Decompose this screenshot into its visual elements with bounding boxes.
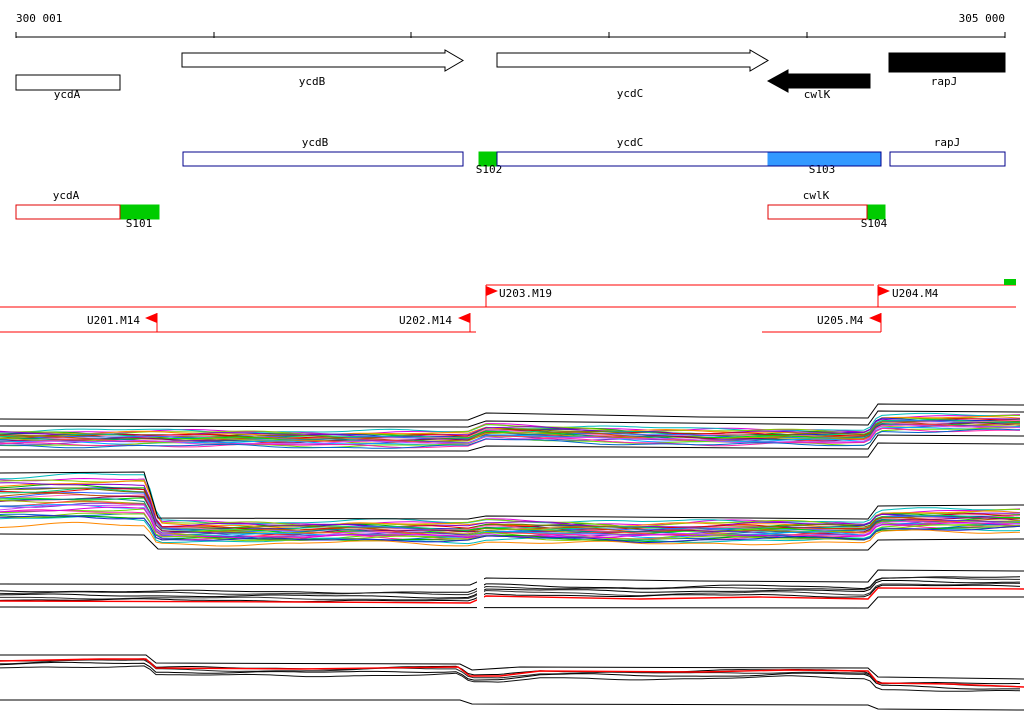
tu-flag[interactable] [878, 286, 890, 296]
tu-label-U205.M4[interactable]: U205.M4 [817, 314, 864, 327]
cluster-1-envelope-line [0, 403, 1024, 421]
ruler-end-label: 305 000 [958, 12, 1005, 25]
cluster-4-highlight-line [0, 658, 1024, 688]
gene-ycdB[interactable] [181, 49, 464, 72]
cluster-3-envelope-line [0, 596, 1024, 609]
cluster-2-profile-line [0, 479, 1021, 528]
cluster-2-profile-line [0, 515, 1021, 544]
segment-label-ycdA: ycdA [53, 189, 80, 202]
gene-label-rapJ: rapJ [931, 75, 958, 88]
segment-label-ycdB: ycdB [302, 136, 329, 149]
segment-label-S102: S102 [476, 163, 503, 176]
cluster-1-envelope-line [0, 442, 1024, 458]
cluster-2-envelope-line [0, 533, 1024, 551]
gene-cwlK[interactable] [766, 69, 871, 93]
cluster-2-profile-line [0, 500, 1021, 536]
segment-ycdC[interactable] [496, 151, 882, 167]
cluster-4-profile-line [0, 659, 1021, 688]
cluster-1-profile-line [0, 418, 1021, 439]
tu-mark [1004, 279, 1016, 285]
tu-label-U201.M14[interactable]: U201.M14 [87, 314, 140, 327]
gene-label-cwlK: cwlK [804, 88, 831, 101]
gene-ycdC[interactable] [496, 49, 769, 72]
tu-flag[interactable] [869, 313, 881, 323]
cluster-3-envelope-line [0, 569, 1024, 586]
tu-flag[interactable] [486, 286, 498, 296]
segment-cwlK[interactable] [767, 204, 868, 220]
cluster-1-profile-line [0, 414, 1021, 435]
cluster-4-envelope-line [0, 654, 1024, 680]
cluster-2-profile-line [0, 516, 1021, 545]
cluster-2-profile-line [0, 504, 1021, 539]
cluster-3-profile-line [0, 582, 1021, 601]
cluster-3-gap [477, 572, 484, 614]
segment-label-ycdC: ycdC [617, 136, 644, 149]
cluster-3-profile-line [0, 584, 1021, 603]
segment-label-cwlK: cwlK [803, 189, 830, 202]
cluster-3-profile-line [0, 576, 1021, 594]
gene-rapJ[interactable] [888, 52, 1006, 73]
cluster-1-profile-line [0, 428, 1021, 449]
cluster-2-profile-line [0, 502, 1021, 537]
segment-label-S101: S101 [126, 217, 153, 230]
tu-label-U204.M4[interactable]: U204.M4 [892, 287, 939, 300]
cluster-4-envelope-line [0, 699, 1024, 711]
tu-flag[interactable] [145, 313, 157, 323]
cluster-3-profile-line [0, 577, 1020, 596]
cluster-3-highlight-line [0, 587, 1024, 604]
ruler-start-label: 300 001 [16, 12, 63, 25]
cluster-2-envelope-line [0, 471, 1024, 520]
segment-ycdA[interactable] [15, 204, 121, 220]
cluster-1-profile-line [0, 424, 1021, 445]
segment-label-rapJ: rapJ [934, 136, 961, 149]
segment-label-S103: S103 [809, 163, 836, 176]
cluster-1-envelope-line [0, 410, 1024, 428]
cluster-3-profile-line [0, 580, 1021, 599]
gene-ycdA[interactable] [15, 74, 121, 91]
cluster-4-profile-line [0, 665, 1021, 692]
tu-label-U203.M19[interactable]: U203.M19 [499, 287, 552, 300]
cluster-4-profile-line [0, 661, 1020, 690]
gene-label-ycdC: ycdC [617, 87, 644, 100]
segment-rapJ[interactable] [889, 151, 1006, 167]
cluster-2-profile-line [0, 521, 1021, 547]
segment-ycdB[interactable] [182, 151, 464, 167]
tu-label-U202.M14[interactable]: U202.M14 [399, 314, 452, 327]
gene-label-ycdA: ycdA [54, 88, 81, 101]
cluster-1-envelope-line [0, 434, 1024, 452]
cluster-2-profile-line [0, 488, 1020, 531]
gene-label-ycdB: ycdB [299, 75, 326, 88]
segment-label-S104: S104 [861, 217, 888, 230]
tu-flag[interactable] [458, 313, 470, 323]
